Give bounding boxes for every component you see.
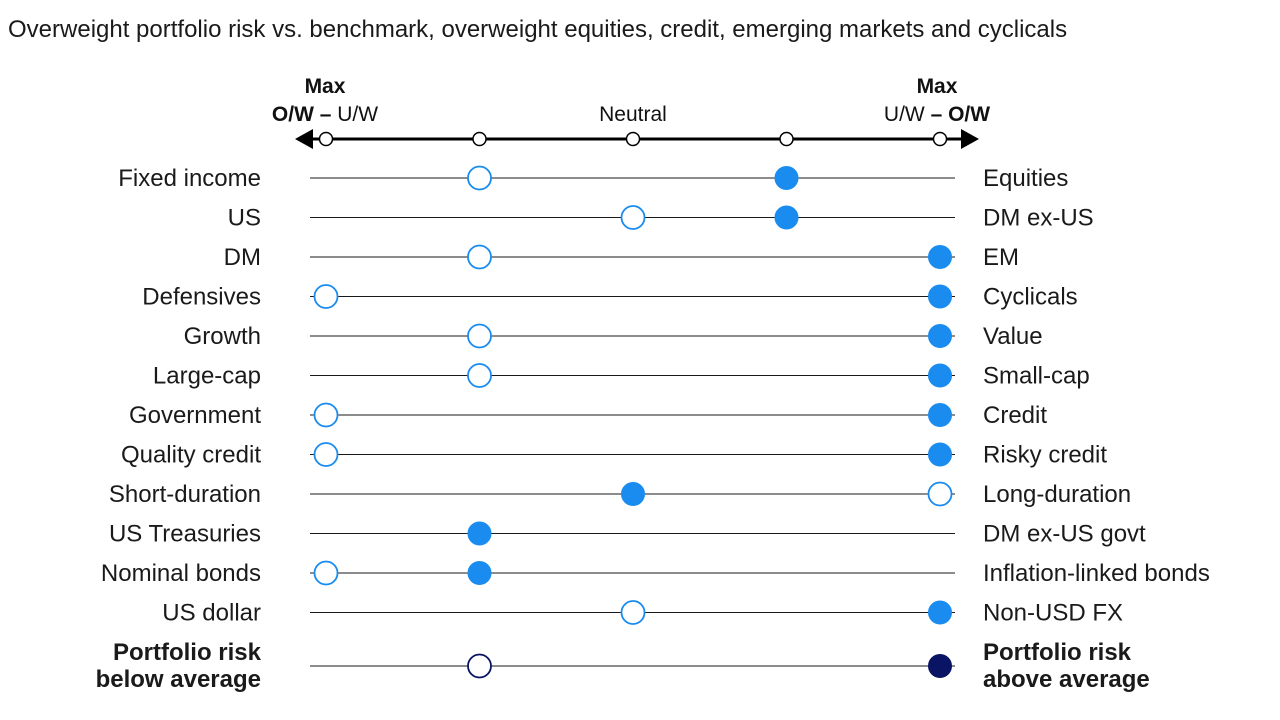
previous-position-marker — [467, 165, 492, 191]
chart-row: Quality credit Risky credit — [121, 442, 1107, 469]
previous-position-marker — [313, 284, 339, 309]
previous-position-marker — [467, 363, 492, 388]
row-left-label: Government — [129, 402, 261, 429]
current-position-marker — [774, 205, 799, 230]
row-left-label: Short-duration — [109, 481, 261, 508]
axis-layer: Max O/W – U/W Neutral Max U/W – O/W — [272, 75, 990, 149]
row-right-label: DM ex-US — [983, 205, 1094, 232]
current-position-marker — [928, 403, 952, 427]
axis-tick — [318, 131, 334, 147]
previous-position-marker — [927, 481, 953, 507]
chart-row: US Treasuries DM ex-US govt — [109, 521, 1146, 548]
chart-row: DM EM — [224, 244, 1019, 271]
axis-tick — [625, 131, 641, 147]
chart-row: Short-duration Long-duration — [109, 481, 1131, 508]
current-position-marker — [928, 600, 952, 625]
axis-tick — [779, 131, 794, 147]
row-right-label: Portfolio risk above average — [983, 639, 1150, 693]
current-position-marker — [928, 245, 952, 269]
row-left-label: Defensives — [142, 284, 261, 311]
row-left-label: US dollar — [162, 600, 261, 627]
current-position-marker — [467, 521, 492, 546]
row-right-label: EM — [983, 244, 1019, 271]
row-left-label: DM — [224, 244, 261, 271]
row-right-label: Cyclicals — [983, 284, 1078, 311]
axis-tick — [472, 131, 487, 147]
axis-tick — [932, 131, 948, 147]
chart-row: Fixed income Equities — [118, 165, 1068, 192]
row-left-label: Nominal bonds — [101, 560, 261, 587]
chart-row: US dollar Non-USD FX — [162, 600, 1123, 627]
row-right-label: Long-duration — [983, 481, 1131, 508]
row-left-label: Quality credit — [121, 442, 261, 469]
row-right-label: Value — [983, 323, 1043, 350]
scale-left-label: O/W – U/W — [272, 103, 378, 126]
row-left-label: Portfolio risk below average — [96, 639, 262, 693]
chart-row: Growth Value — [184, 323, 1043, 350]
chart-row: US DM ex-US — [228, 205, 1094, 232]
row-right-label: Small-cap — [983, 363, 1090, 390]
previous-position-marker — [620, 205, 646, 230]
current-position-marker — [928, 324, 952, 348]
current-position-marker — [928, 442, 952, 467]
row-left-label: US — [228, 205, 261, 232]
previous-position-marker — [313, 442, 339, 467]
current-position-marker — [621, 482, 645, 506]
previous-position-marker — [620, 600, 646, 625]
chart-row: Large-cap Small-cap — [153, 363, 1090, 390]
row-right-label: Credit — [983, 402, 1047, 429]
row-right-label: DM ex-US govt — [983, 521, 1146, 548]
rows-layer: Fixed income Equities US DM ex-US DM EM Defens… — [96, 165, 1210, 693]
previous-position-marker — [313, 560, 339, 586]
current-position-marker — [928, 284, 952, 309]
chart-row: Government Credit — [129, 402, 1047, 429]
row-right-label: Non-USD FX — [983, 600, 1123, 627]
chart-row: Defensives Cyclicals — [142, 284, 1077, 311]
row-right-label: Risky credit — [983, 442, 1107, 469]
scale-right-max: Max — [917, 75, 958, 98]
scale-right-label: U/W – O/W — [884, 103, 990, 126]
scale-neutral-label: Neutral — [599, 103, 667, 126]
row-left-label: Fixed income — [118, 165, 261, 192]
previous-position-marker — [313, 402, 339, 428]
current-position-marker — [774, 166, 799, 190]
row-left-label: Growth — [184, 323, 261, 350]
axis-arrow-left-icon — [295, 129, 313, 149]
current-position-marker — [928, 654, 952, 678]
row-right-label: Inflation-linked bonds — [983, 560, 1210, 587]
row-left-label: Large-cap — [153, 363, 261, 390]
previous-position-marker — [467, 653, 492, 679]
row-right-label: Equities — [983, 165, 1068, 192]
current-position-marker — [928, 363, 952, 388]
previous-position-marker — [467, 323, 492, 349]
chart-title: Overweight portfolio risk vs. benchmark,… — [8, 16, 1068, 43]
current-position-marker — [467, 561, 492, 585]
previous-position-marker — [467, 244, 492, 270]
chart-row: Portfolio risk below average Portfolio ris… — [96, 639, 1150, 693]
axis-arrow-right-icon — [961, 129, 979, 149]
chart-row: Nominal bonds Inflation-linked bonds — [101, 560, 1210, 587]
scale-left-max: Max — [305, 75, 346, 98]
row-left-label: US Treasuries — [109, 521, 261, 548]
